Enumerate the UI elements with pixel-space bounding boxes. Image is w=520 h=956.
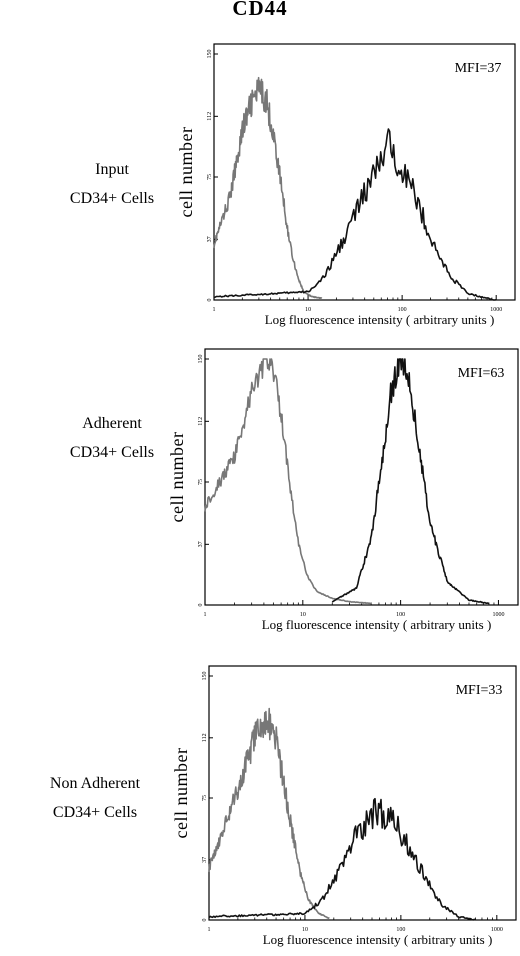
histogram-line-cd44 xyxy=(208,797,476,921)
x-axis-label: Log fluorescence intensity ( arbitrary u… xyxy=(265,312,495,327)
y-axis-label: cell number xyxy=(176,127,196,218)
row-label-line-1: Input xyxy=(95,161,129,178)
row-label-adherent: Adherent CD34+ Cells xyxy=(17,409,207,467)
histogram-line-control xyxy=(213,76,323,299)
y-tick-label: 150 xyxy=(202,672,208,681)
x-tick-label: 1 xyxy=(213,307,216,313)
y-tick-label: 75 xyxy=(207,174,213,180)
x-tick-label: 1 xyxy=(208,927,211,933)
row-label-input: Input CD34+ Cells xyxy=(17,155,207,213)
y-axis-label: cell number xyxy=(171,748,191,839)
figure-title: CD44 xyxy=(232,0,288,20)
mfi-annotation: MFI=37 xyxy=(455,61,502,76)
y-tick-label: 150 xyxy=(198,355,204,364)
histogram-line-cd44 xyxy=(213,128,497,301)
x-tick-label: 1 xyxy=(204,612,207,618)
x-tick-label: 1000 xyxy=(492,612,504,618)
y-axis-label: cell number xyxy=(167,432,187,523)
row-label-line-2: CD34+ Cells xyxy=(52,804,138,821)
y-tick-label: 112 xyxy=(207,112,213,121)
x-axis-label: Log fluorescence intensity ( arbitrary u… xyxy=(262,617,492,632)
x-tick-label: 100 xyxy=(396,927,405,933)
mfi-annotation: MFI=63 xyxy=(458,366,505,381)
x-tick-label: 100 xyxy=(398,307,407,313)
y-tick-label: 75 xyxy=(198,479,204,485)
x-tick-label: 100 xyxy=(396,612,405,618)
y-tick-label: 0 xyxy=(202,919,208,922)
row-label-line-1: Non Adherent xyxy=(49,775,141,792)
row-label-line-2: CD34+ Cells xyxy=(69,190,155,207)
y-tick-label: 112 xyxy=(198,417,204,426)
x-axis-label: Log fluorescence intensity ( arbitrary u… xyxy=(263,932,493,947)
x-tick-label: 10 xyxy=(305,307,311,313)
y-tick-label: 37 xyxy=(202,857,208,863)
x-tick-label: 1000 xyxy=(491,927,503,933)
row-label-line-1: Adherent xyxy=(82,415,142,432)
row-label-non-adherent: Non Adherent CD34+ Cells xyxy=(0,769,190,827)
y-tick-label: 0 xyxy=(198,604,204,607)
plot-frame xyxy=(208,665,517,921)
y-tick-label: 75 xyxy=(202,795,208,801)
histogram-line-cd44 xyxy=(331,358,490,605)
y-tick-label: 37 xyxy=(198,541,204,547)
y-tick-label: 37 xyxy=(207,236,213,242)
y-tick-label: 112 xyxy=(202,733,208,742)
y-tick-label: 150 xyxy=(207,50,213,59)
x-tick-label: 10 xyxy=(302,927,308,933)
histogram-line-control xyxy=(204,358,372,605)
x-tick-label: 1000 xyxy=(490,307,502,313)
histogram-line-control xyxy=(208,707,330,919)
mfi-annotation: MFI=33 xyxy=(456,683,503,698)
y-tick-label: 0 xyxy=(207,299,213,302)
row-label-line-2: CD34+ Cells xyxy=(69,444,155,461)
x-tick-label: 10 xyxy=(300,612,306,618)
